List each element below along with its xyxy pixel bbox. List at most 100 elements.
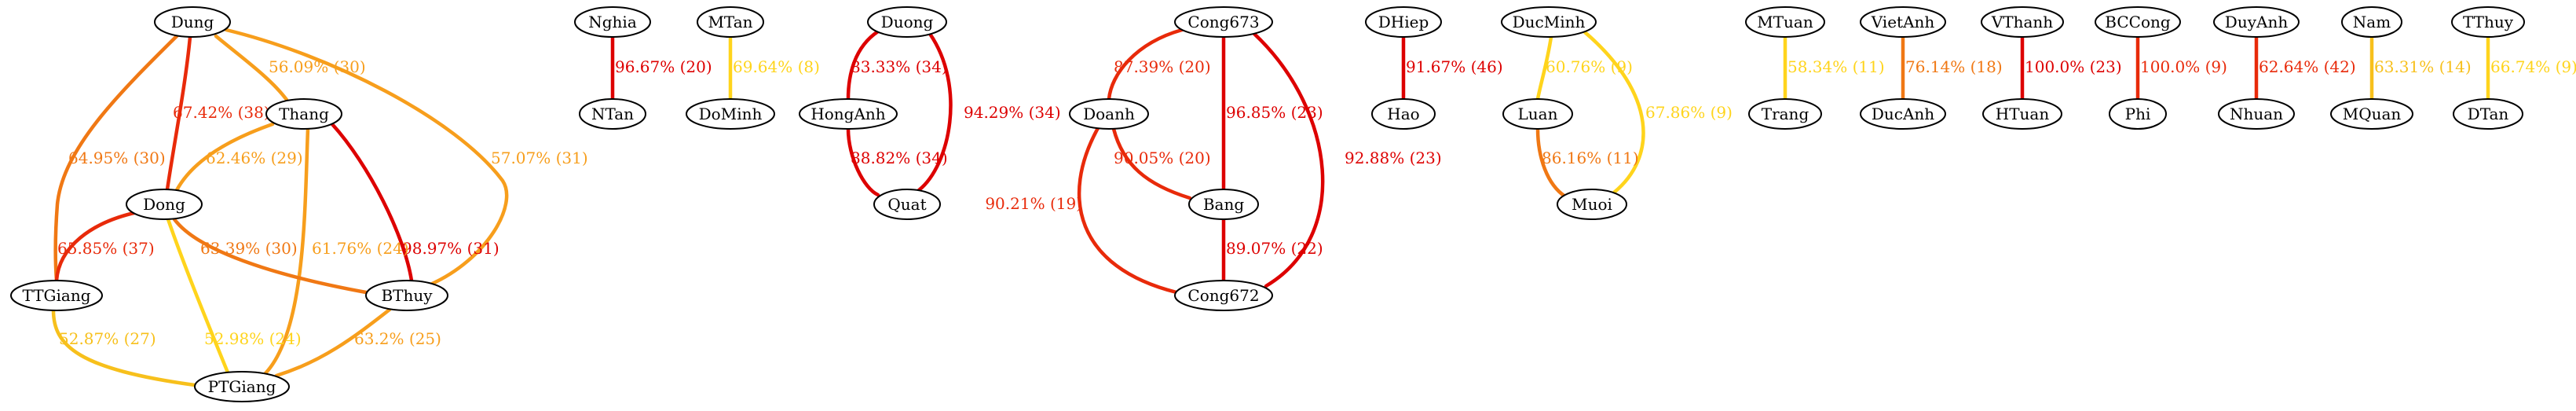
node-ellipse [2330,98,2413,130]
node-ntan[interactable]: NTan [579,98,646,130]
node-trang[interactable]: Trang [1748,98,1822,130]
node-label: Nam [2353,13,2391,31]
node-label: MQuan [2343,105,2402,123]
node-ellipse [1069,98,1149,130]
edge-ducminh-luan [1535,35,1553,101]
node-cong673[interactable]: Cong673 [1174,6,1273,38]
node-ellipse [2109,98,2167,130]
node-label: DuyAnh [2225,13,2289,31]
node-label: VietAnh [1871,13,1935,31]
node-ellipse [126,189,203,220]
node-label: MTan [708,13,752,31]
edge-doanh-bang [1111,127,1192,200]
node-nhuan[interactable]: Nhuan [2218,98,2295,130]
node-duyanh[interactable]: DuyAnh [2213,6,2300,38]
edge-label-ducminh-muoi: 67.86% (9) [1645,103,1733,122]
node-label: Trang [1762,105,1809,123]
node-ellipse [1502,98,1573,130]
edge-label-luan-muoi: 86.16% (11) [1542,149,1639,167]
edge-duong-honganh [846,29,880,101]
node-vthanh[interactable]: VThanh [1981,6,2064,38]
edge-label-cong673-doanh: 87.39% (20) [1114,57,1211,76]
edge-cong673-cong672 [1252,31,1325,288]
node-label: Doanh [1083,105,1135,123]
node-label: Muoi [1572,195,1612,214]
node-ellipse [873,189,941,220]
node-label: VThanh [1991,13,2053,31]
node-label: Cong672 [1187,286,1259,305]
node-label: Thang [279,105,329,123]
node-label: DucAnh [1872,105,1934,123]
node-label: BThuy [381,286,433,305]
node-ellipse [579,98,646,130]
node-dominh[interactable]: DoMinh [686,98,775,130]
node-mquan[interactable]: MQuan [2330,98,2413,130]
node-ttgiang[interactable]: TTGiang [10,280,103,311]
edge-label-duyanh-nhuan: 62.64% (42) [2259,57,2356,76]
node-ducanh[interactable]: DucAnh [1860,98,1946,130]
node-label: Dong [143,195,185,214]
node-ellipse [1748,98,1822,130]
node-ellipse [697,6,764,38]
node-ellipse [1371,98,1436,130]
node-ellipse [686,98,775,130]
edge-label-ducminh-luan: 60.76% (9) [1546,57,1633,76]
node-dtan[interactable]: DTan [2453,98,2523,130]
node-nghia[interactable]: Nghia [574,6,651,38]
node-dong[interactable]: Dong [126,189,203,220]
node-ellipse [574,6,651,38]
node-label: Nhuan [2230,105,2283,123]
node-vietanh[interactable]: VietAnh [1860,6,1946,38]
nodes-layer: Dung Thang Dong TTGiang BThuy PTGiang Nghia NTa… [10,6,2525,402]
node-cong672[interactable]: Cong672 [1174,280,1273,311]
edge-label-mtuan-trang: 58.34% (11) [1787,57,1885,76]
node-label: Bang [1203,195,1245,214]
node-ducminh[interactable]: DucMinh [1501,6,1597,38]
node-ptgiang[interactable]: PTGiang [194,371,290,402]
node-mtuan[interactable]: MTuan [1745,6,1825,38]
edge-dung-thang [214,34,289,102]
node-hao[interactable]: Hao [1371,98,1436,130]
node-htuan[interactable]: HTuan [1982,98,2062,130]
node-muoi[interactable]: Muoi [1557,189,1627,220]
node-label: DTan [2468,105,2509,123]
edge-ducminh-muoi [1583,30,1645,195]
edge-cong673-doanh [1107,28,1184,101]
edge-honganh-quat [846,127,880,197]
node-bang[interactable]: Bang [1188,189,1259,220]
node-dung[interactable]: Dung [154,6,231,38]
edge-label-vthanh-htuan: 100.0% (23) [2025,57,2122,76]
node-quat[interactable]: Quat [873,189,941,220]
node-ellipse [1365,6,1442,38]
node-label: DucMinh [1513,13,1586,31]
edge-label-nam-mquan: 63.31% (14) [2374,57,2472,76]
node-nam[interactable]: Nam [2341,6,2402,38]
node-ellipse [1174,280,1273,311]
node-doanh[interactable]: Doanh [1069,98,1149,130]
edges-layer [51,28,2490,387]
node-thang[interactable]: Thang [265,98,342,130]
node-tthuy[interactable]: TThuy [2451,6,2525,38]
node-phi[interactable]: Phi [2109,98,2167,130]
node-label: Nghia [588,13,637,31]
edge-label-thang-dong: 62.46% (29) [206,149,303,167]
edge-label-vietanh-ducanh: 76.14% (18) [1905,57,2003,76]
edge-luan-muoi [1535,127,1568,199]
edge-label-doanh-bang: 90.05% (20) [1114,149,1211,167]
edge-label-dung-bthuy: 57.07% (31) [491,149,588,167]
edge-label-honganh-quat: 88.82% (34) [851,149,948,167]
edge-ttgiang-ptgiang [51,308,197,387]
node-bccong[interactable]: BCCong [2095,6,2181,38]
node-honganh[interactable]: HongAnh [799,98,898,130]
node-ellipse [2453,98,2523,130]
node-ellipse [1174,6,1273,38]
node-mtan[interactable]: MTan [697,6,764,38]
node-label: Luan [1518,105,1558,123]
edge-label-dong-ttgiang: 65.85% (37) [57,239,155,258]
node-ellipse [2213,6,2300,38]
node-ellipse [1557,189,1627,220]
node-dhiep[interactable]: DHiep [1365,6,1442,38]
node-bthuy[interactable]: BThuy [365,280,448,311]
node-duong[interactable]: Duong [867,6,947,38]
node-luan[interactable]: Luan [1502,98,1573,130]
